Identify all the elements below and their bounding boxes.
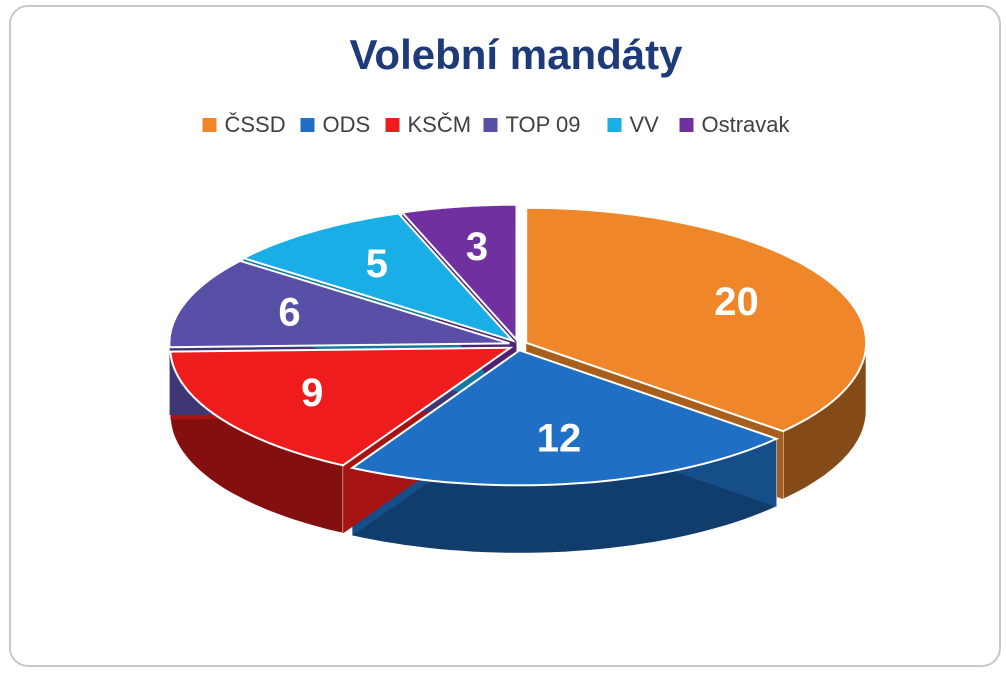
slice [525,206,868,433]
pie-tops [168,203,868,487]
data-labels: 20 12 96 5 3 [278,225,758,461]
legend-label: ODS [323,112,371,137]
slice [400,203,518,343]
data-label: 12 [537,416,582,460]
legend-swatch [300,118,315,132]
legend-swatch [679,118,694,132]
data-label: 20 [714,280,759,324]
data-label: 6 [278,291,300,335]
legend-label: ČSSD [225,112,286,137]
legend-swatch [607,118,622,132]
chart-title: Volební mandáty [350,31,684,78]
data-label: 5 [366,242,388,286]
slice [169,346,514,467]
legend-label: VV [630,112,660,137]
legend-swatch [202,118,217,132]
legend-label: TOP 09 [506,112,581,137]
slice [349,349,780,487]
legend-label: Ostravak [702,112,791,137]
legend-swatch [483,118,498,132]
data-label: 3 [466,225,488,269]
legend-label: KSČM [408,112,472,137]
legend: ČSSD ODS KSČM TOP 09 VV Ostravak [202,112,791,137]
data-label: 9 [301,371,323,415]
legend-swatch [385,118,400,132]
slice [168,259,510,349]
slice [240,212,516,343]
